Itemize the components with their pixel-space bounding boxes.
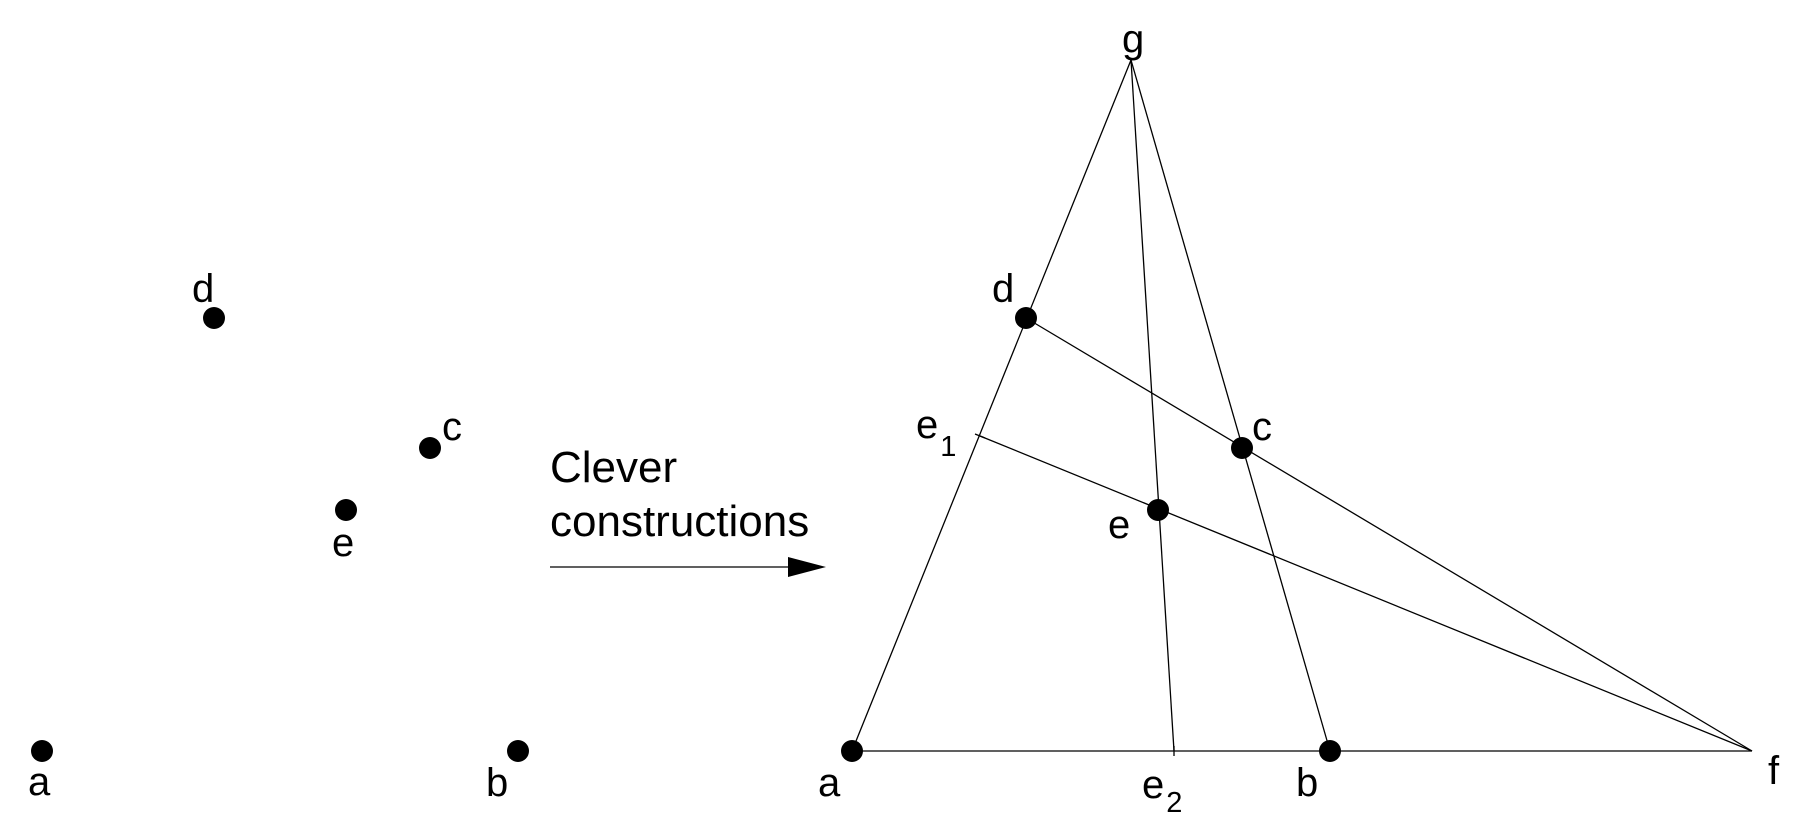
line-g-a — [851, 59, 1132, 752]
arrowhead-icon — [788, 557, 826, 577]
label-c: c — [1252, 405, 1272, 449]
label-e2-subscript: 2 — [1166, 787, 1182, 816]
point-a — [841, 740, 863, 762]
line-g-e2 — [1130, 59, 1175, 752]
left-point-d — [203, 307, 225, 329]
left-label-b: b — [486, 761, 508, 805]
left-point-c — [419, 437, 441, 459]
label-g: g — [1122, 17, 1144, 61]
point-e — [1147, 499, 1169, 521]
caption-line-1: Clever — [550, 443, 677, 492]
left-point-b — [507, 740, 529, 762]
line-d-f — [1025, 317, 1753, 752]
label-e2-base: e — [1142, 763, 1164, 807]
point-d — [1015, 307, 1037, 329]
label-a: a — [818, 761, 841, 805]
caption-line-2: constructions — [550, 497, 809, 546]
label-e1-subscript: 1 — [940, 431, 956, 463]
point-c — [1231, 437, 1253, 459]
left-label-d: d — [192, 267, 214, 311]
point-b — [1319, 740, 1341, 762]
label-e1: e1 — [916, 403, 956, 463]
label-b: b — [1296, 761, 1318, 805]
label-e2: e2 — [1142, 763, 1182, 816]
arrow-caption: Clever constructions — [550, 443, 826, 577]
label-d: d — [992, 267, 1014, 311]
label-e: e — [1108, 503, 1130, 547]
tick-e1 — [974, 433, 986, 439]
construction: g d c e a b f e1 e2 — [818, 17, 1780, 816]
line-g-b — [1130, 59, 1331, 752]
left-label-a: a — [28, 760, 51, 804]
left-point-set: a b c d e — [28, 267, 529, 805]
left-point-e — [335, 499, 357, 521]
line-e1-f — [979, 435, 1753, 752]
left-label-e: e — [332, 521, 354, 565]
left-label-c: c — [442, 405, 462, 449]
label-f: f — [1768, 749, 1780, 793]
label-e1-base: e — [916, 403, 938, 447]
left-point-a — [31, 740, 53, 762]
